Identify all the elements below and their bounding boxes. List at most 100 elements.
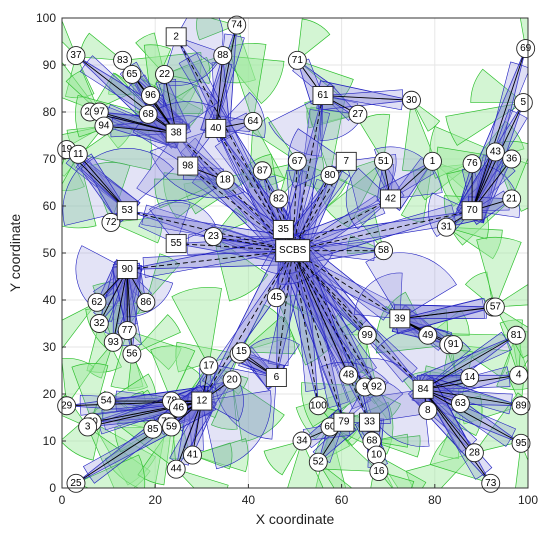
sensor-node-label: 10 (371, 450, 383, 461)
sensor-node-label: 27 (352, 109, 364, 120)
sensor-node: 59 (162, 417, 181, 437)
relay-node-label: 42 (385, 193, 397, 204)
sensor-node-circle (460, 368, 480, 387)
sensor-node-label: 3 (85, 421, 91, 432)
blue-sector (80, 147, 174, 212)
sensor-node: 22 (155, 64, 174, 84)
green-sector (296, 18, 331, 62)
link-line (99, 111, 177, 134)
sensor-node-label: 99 (362, 330, 374, 341)
relay-node-box (389, 309, 411, 329)
link-line (292, 250, 401, 320)
x-axis-label: X coordinate (256, 511, 335, 527)
relay-node-label: 90 (122, 264, 134, 275)
sensor-node-circle (89, 314, 109, 333)
sensor-node-label: 49 (422, 330, 434, 341)
sensor-node-circle (231, 342, 251, 362)
sensor-node-circle (101, 212, 121, 232)
link-line (215, 24, 238, 129)
sensor-node-circle (418, 325, 438, 345)
sensor-node-label: 52 (313, 457, 325, 468)
relay-node: 2 (165, 27, 187, 47)
sensor-node: 11 (68, 144, 88, 164)
link-line (215, 55, 224, 129)
sensor-node: 97 (89, 102, 109, 122)
sensor-node-circle (502, 149, 522, 169)
sensor-node-label: 85 (147, 424, 159, 435)
sensor-node-circle (78, 417, 98, 437)
blue-sector (292, 109, 331, 251)
sensor-node-circle (141, 86, 160, 106)
blue-sector (365, 252, 457, 320)
link-line (164, 74, 177, 134)
green-sector (86, 322, 122, 373)
link-line (75, 55, 177, 134)
link-line (292, 250, 319, 406)
sensor-node: 10 (367, 445, 386, 465)
relay-node-label: 33 (364, 417, 376, 428)
sensor-node: 96 (141, 86, 160, 106)
sensor-node-label: 11 (73, 149, 84, 160)
link-line (471, 151, 496, 211)
sensor-node-label: 44 (171, 464, 183, 475)
green-sector (88, 342, 114, 379)
sensor-node-label: 16 (373, 466, 385, 477)
sensor-node-label: 76 (467, 158, 479, 169)
sensor-node-circle (113, 50, 133, 70)
sensor-node: 91 (443, 335, 463, 355)
relay-node-label: 38 (171, 128, 183, 139)
sensor-node-label: 97 (94, 107, 106, 118)
green-sector (377, 470, 415, 488)
sensor-node-label: 68 (143, 109, 155, 120)
sensor-node: 62 (87, 292, 107, 312)
green-sector (371, 433, 409, 448)
green-sector (445, 226, 503, 260)
green-sector (412, 163, 474, 201)
green-sector (263, 440, 303, 476)
green-sector (376, 454, 427, 488)
blue-sector (320, 361, 389, 423)
sensor-node: 1 (423, 151, 442, 171)
relay-node: 42 (380, 189, 401, 209)
sensor-node-circle (374, 241, 393, 261)
sensor-node: 82 (269, 189, 289, 209)
sensor-node-label: 91 (448, 339, 460, 350)
sensor-node-circle (87, 292, 107, 312)
sensor-node-label: 56 (126, 349, 138, 360)
sensor-node-label: 25 (70, 478, 82, 489)
sensor-node-label: 46 (173, 403, 185, 414)
relay-node-box (333, 412, 355, 432)
green-sector (411, 99, 441, 132)
link-line (112, 269, 128, 343)
sensor-node-circle (506, 325, 526, 345)
link-line (261, 170, 294, 251)
green-sector (91, 421, 157, 486)
green-sector (62, 61, 101, 113)
sensor-node-label: 81 (511, 330, 523, 341)
sensor-node-label: 9 (362, 381, 368, 392)
sensor-node: 45 (266, 288, 286, 308)
green-sector (174, 468, 229, 488)
green-sector (171, 287, 222, 367)
sensor-node-label: 59 (166, 421, 178, 432)
x-tick-label: 20 (149, 493, 163, 507)
green-sector (275, 296, 344, 366)
relay-node-label: 35 (278, 224, 290, 235)
sensor-node: 87 (252, 161, 272, 181)
link-line (175, 36, 294, 251)
relay-node: 55 (165, 234, 187, 254)
relay-node-label: 70 (467, 205, 479, 216)
relay-node-label: 98 (182, 161, 194, 172)
blue-sector (191, 166, 293, 251)
sensor-node-label: 83 (117, 55, 129, 66)
green-sector (436, 146, 513, 207)
relay-node-label: 39 (394, 313, 406, 324)
sensor-node-circle (96, 391, 116, 411)
sensor-node: 20 (222, 370, 242, 390)
green-sector (432, 161, 475, 191)
link-line (201, 250, 294, 402)
sensor-node: 67 (287, 151, 307, 171)
sensor-node: 36 (502, 149, 522, 169)
sensor-node-label: 4 (516, 370, 522, 381)
sensor-node: 68 (138, 104, 158, 124)
